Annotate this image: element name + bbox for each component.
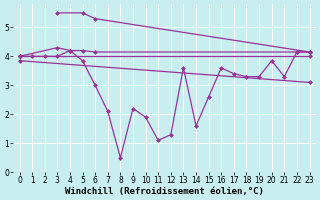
X-axis label: Windchill (Refroidissement éolien,°C): Windchill (Refroidissement éolien,°C) bbox=[65, 187, 264, 196]
